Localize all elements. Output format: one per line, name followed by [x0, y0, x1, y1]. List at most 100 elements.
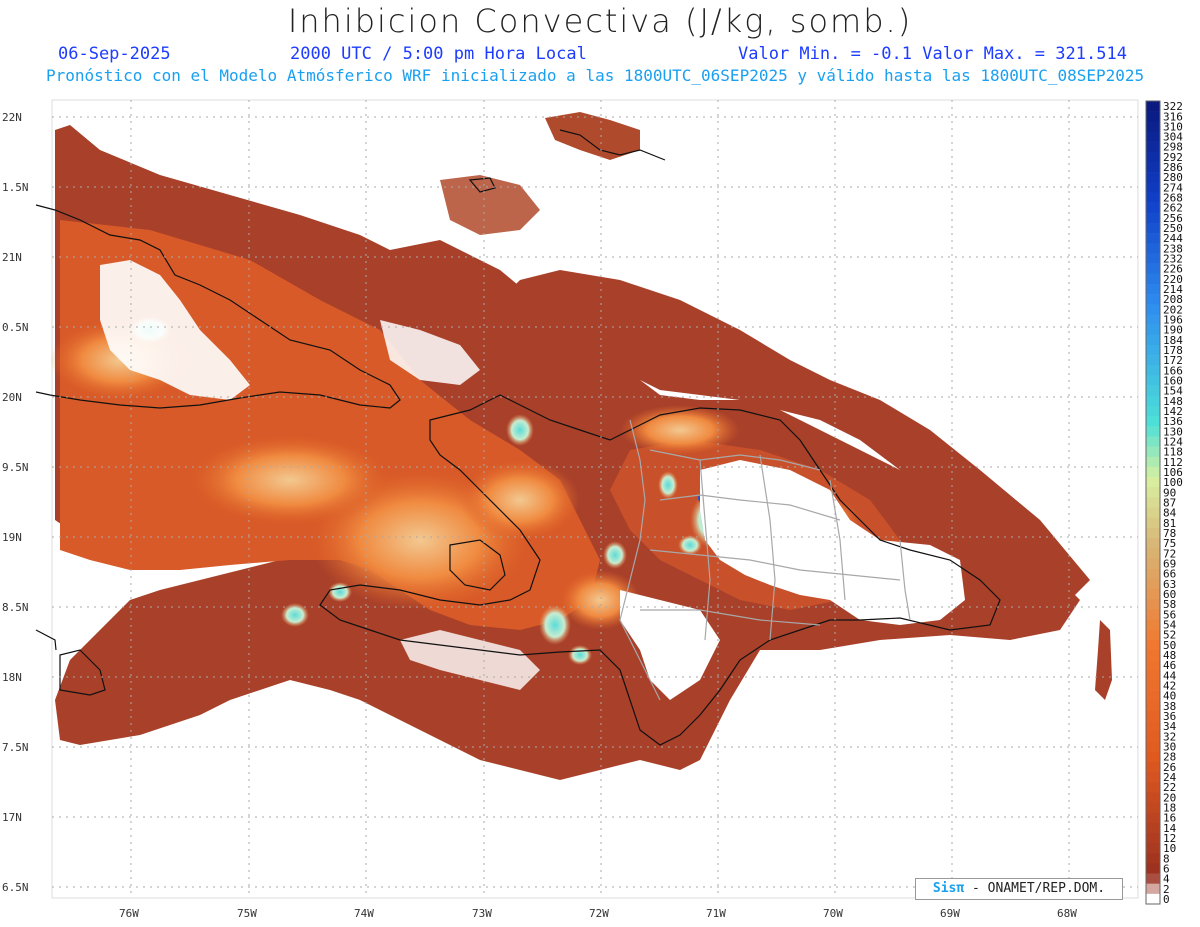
colorbar-label: 87 — [1163, 497, 1176, 510]
colorbar-swatch — [1146, 507, 1160, 519]
colorbar-label: 72 — [1163, 547, 1176, 560]
colorbar-label: 280 — [1163, 171, 1183, 184]
colorbar-swatch — [1146, 873, 1160, 884]
colorbar-label: 292 — [1163, 151, 1183, 164]
colorbar-label: 304 — [1163, 131, 1183, 144]
colorbar-label: 60 — [1163, 588, 1176, 601]
colorbar-swatch — [1146, 497, 1160, 508]
colorbar-label: 42 — [1163, 679, 1176, 692]
colorbar-swatch — [1146, 487, 1160, 498]
lat-label: 20N — [2, 391, 22, 404]
colorbar-label: 36 — [1163, 710, 1176, 723]
colorbar-swatch — [1146, 721, 1160, 732]
colorbar-swatch — [1146, 619, 1160, 630]
colorbar-swatch — [1146, 446, 1160, 458]
colorbar-label: 262 — [1163, 202, 1183, 215]
colorbar-swatch — [1146, 395, 1160, 407]
colorbar-swatch — [1146, 151, 1160, 163]
colorbar-label: 226 — [1163, 263, 1183, 276]
colorbar-label: 32 — [1163, 730, 1176, 743]
lat-label: 9.5N — [2, 461, 29, 474]
colorbar-swatch — [1146, 568, 1160, 580]
colorbar-label: 118 — [1163, 446, 1183, 459]
colorbar-label: 40 — [1163, 690, 1176, 703]
colorbar-label: 4 — [1163, 873, 1170, 886]
credit-org: - ONAMET/REP.DOM. — [964, 881, 1106, 896]
colorbar-swatch — [1146, 253, 1160, 264]
colorbar-label: 10 — [1163, 842, 1176, 855]
colorbar-label: 136 — [1163, 415, 1183, 428]
colorbar-swatch — [1146, 548, 1160, 559]
colorbar-swatch — [1146, 558, 1160, 569]
colorbar-label: 208 — [1163, 293, 1183, 306]
header-time: 2000 UTC / 5:00 pm Hora Local — [290, 44, 587, 64]
colorbar-swatch — [1146, 863, 1160, 874]
colorbar-label: 286 — [1163, 161, 1183, 174]
colorbar-swatch — [1146, 355, 1160, 366]
colorbar-label: 190 — [1163, 324, 1183, 337]
colorbar-swatch — [1146, 517, 1160, 529]
colorbar-label: 84 — [1163, 507, 1177, 520]
colorbar-swatch — [1146, 294, 1160, 305]
colorbar-label: 8 — [1163, 852, 1170, 865]
colorbar-label: 24 — [1163, 771, 1177, 784]
colorbar-swatch — [1146, 405, 1160, 417]
lon-label: 70W — [823, 907, 843, 920]
colorbar-label: 12 — [1163, 832, 1176, 845]
colorbar-label: 202 — [1163, 303, 1183, 316]
colorbar-swatch — [1146, 649, 1160, 661]
colorbar-label: 274 — [1163, 181, 1183, 194]
colorbar-label: 196 — [1163, 314, 1183, 327]
colorbar-label: 232 — [1163, 253, 1183, 266]
colorbar-label: 172 — [1163, 354, 1183, 367]
colorbar-label: 220 — [1163, 273, 1183, 286]
lon-label: 72W — [589, 907, 609, 920]
colorbar-swatch — [1146, 629, 1160, 641]
page-title: Inhibicion Convectiva (J/kg, somb.) — [287, 2, 913, 40]
colorbar-swatch — [1146, 680, 1160, 691]
colorbar-swatch — [1146, 243, 1160, 254]
colorbar-label: 69 — [1163, 557, 1176, 570]
colorbar-label: 63 — [1163, 578, 1176, 591]
lon-label: 76W — [119, 907, 139, 920]
colorbar-swatch — [1146, 192, 1160, 203]
credit-sis: Sisπ — [932, 881, 965, 896]
lat-label: 1.5N — [2, 181, 29, 194]
colorbar-swatch — [1146, 182, 1160, 193]
colorbar-label: 18 — [1163, 801, 1176, 814]
colorbar: 3223163103042982922862802742682622562502… — [1145, 100, 1183, 906]
colorbar-swatch — [1146, 121, 1160, 132]
colorbar-label: 6 — [1163, 862, 1170, 875]
colorbar-swatch — [1146, 771, 1160, 783]
header-date: 06-Sep-2025 — [58, 44, 171, 64]
colorbar-swatch — [1146, 456, 1160, 468]
colorbar-label: 148 — [1163, 395, 1183, 408]
colorbar-label: 250 — [1163, 222, 1183, 235]
colorbar-swatch — [1146, 731, 1160, 742]
colorbar-swatch — [1146, 599, 1160, 610]
lat-label: 7.5N — [2, 741, 29, 754]
colorbar-swatch — [1146, 883, 1160, 895]
colorbar-label: 38 — [1163, 700, 1176, 713]
colorbar-label: 30 — [1163, 740, 1176, 753]
colorbar-label: 54 — [1163, 618, 1177, 631]
colorbar-swatch — [1146, 273, 1160, 285]
colorbar-label: 166 — [1163, 364, 1183, 377]
colorbar-label: 56 — [1163, 608, 1176, 621]
colorbar-label: 316 — [1163, 110, 1183, 123]
colorbar-label: 0 — [1163, 893, 1170, 906]
colorbar-swatch — [1146, 660, 1160, 671]
colorbar-swatch — [1146, 304, 1160, 315]
colorbar-label: 34 — [1163, 720, 1177, 733]
lon-label: 73W — [472, 907, 492, 920]
lon-label: 71W — [706, 907, 726, 920]
colorbar-label: 160 — [1163, 375, 1183, 388]
colorbar-label: 28 — [1163, 751, 1176, 764]
lat-label: 19N — [2, 531, 22, 544]
colorbar-label: 14 — [1163, 822, 1177, 835]
colorbar-label: 46 — [1163, 659, 1176, 672]
colorbar-label: 178 — [1163, 344, 1183, 357]
credit-box: Sisπ - ONAMET/REP.DOM. — [915, 878, 1123, 900]
colorbar-label: 50 — [1163, 639, 1176, 652]
colorbar-label: 66 — [1163, 568, 1176, 581]
